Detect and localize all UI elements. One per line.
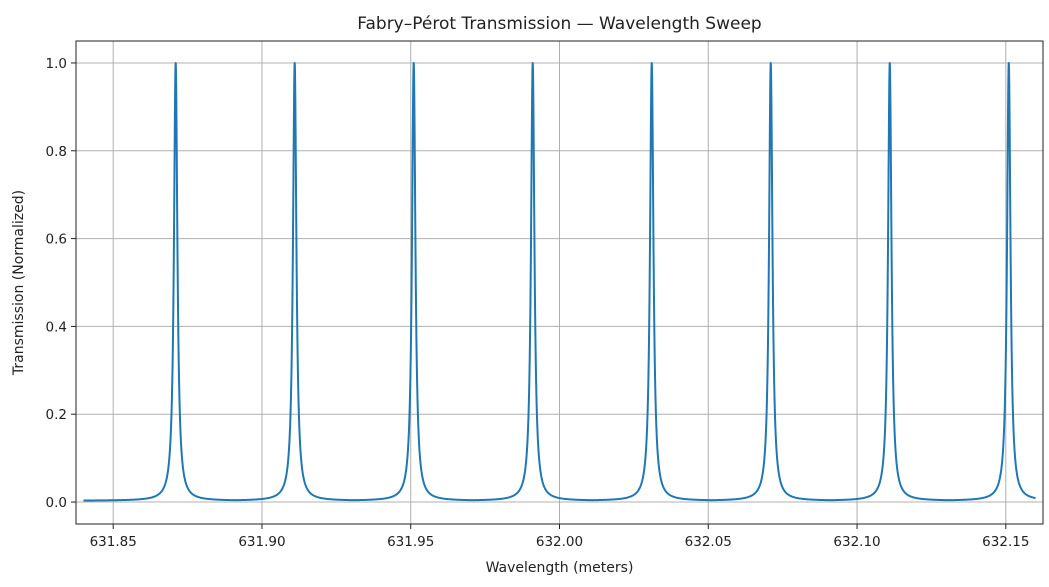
grid [76,41,1043,524]
series-line-0 [82,61,1037,502]
x-tick-label: 632.05 [685,534,732,550]
x-tick-label: 631.90 [238,534,285,550]
x-tick-label: 631.85 [90,534,137,550]
y-tick-label: 0.6 [46,232,67,248]
y-axis-label: Transmission (Normalized) [11,190,27,376]
x-axis-ticks: 631.85 631.90 631.95 632.00 632.05 632.10 632.… [90,524,1029,550]
y-tick-label: 0.0 [46,495,67,511]
y-tick-label: 0.8 [46,144,67,160]
x-tick-label: 632.00 [536,534,583,550]
x-axis-label: Wavelength (meters) [486,560,634,576]
x-tick-label: 632.15 [982,534,1029,550]
y-tick-label: 0.2 [46,407,67,423]
x-tick-label: 632.10 [833,534,880,550]
y-tick-label: 0.4 [46,319,67,335]
chart-title: Fabry–Pérot Transmission — Wavelength Sw… [357,14,761,34]
y-tick-label: 1.0 [46,56,67,72]
x-tick-label: 631.95 [387,534,434,550]
series-layer [82,61,1037,502]
y-axis-ticks: 0.0 0.2 0.4 0.6 0.8 1.0 [46,56,76,511]
